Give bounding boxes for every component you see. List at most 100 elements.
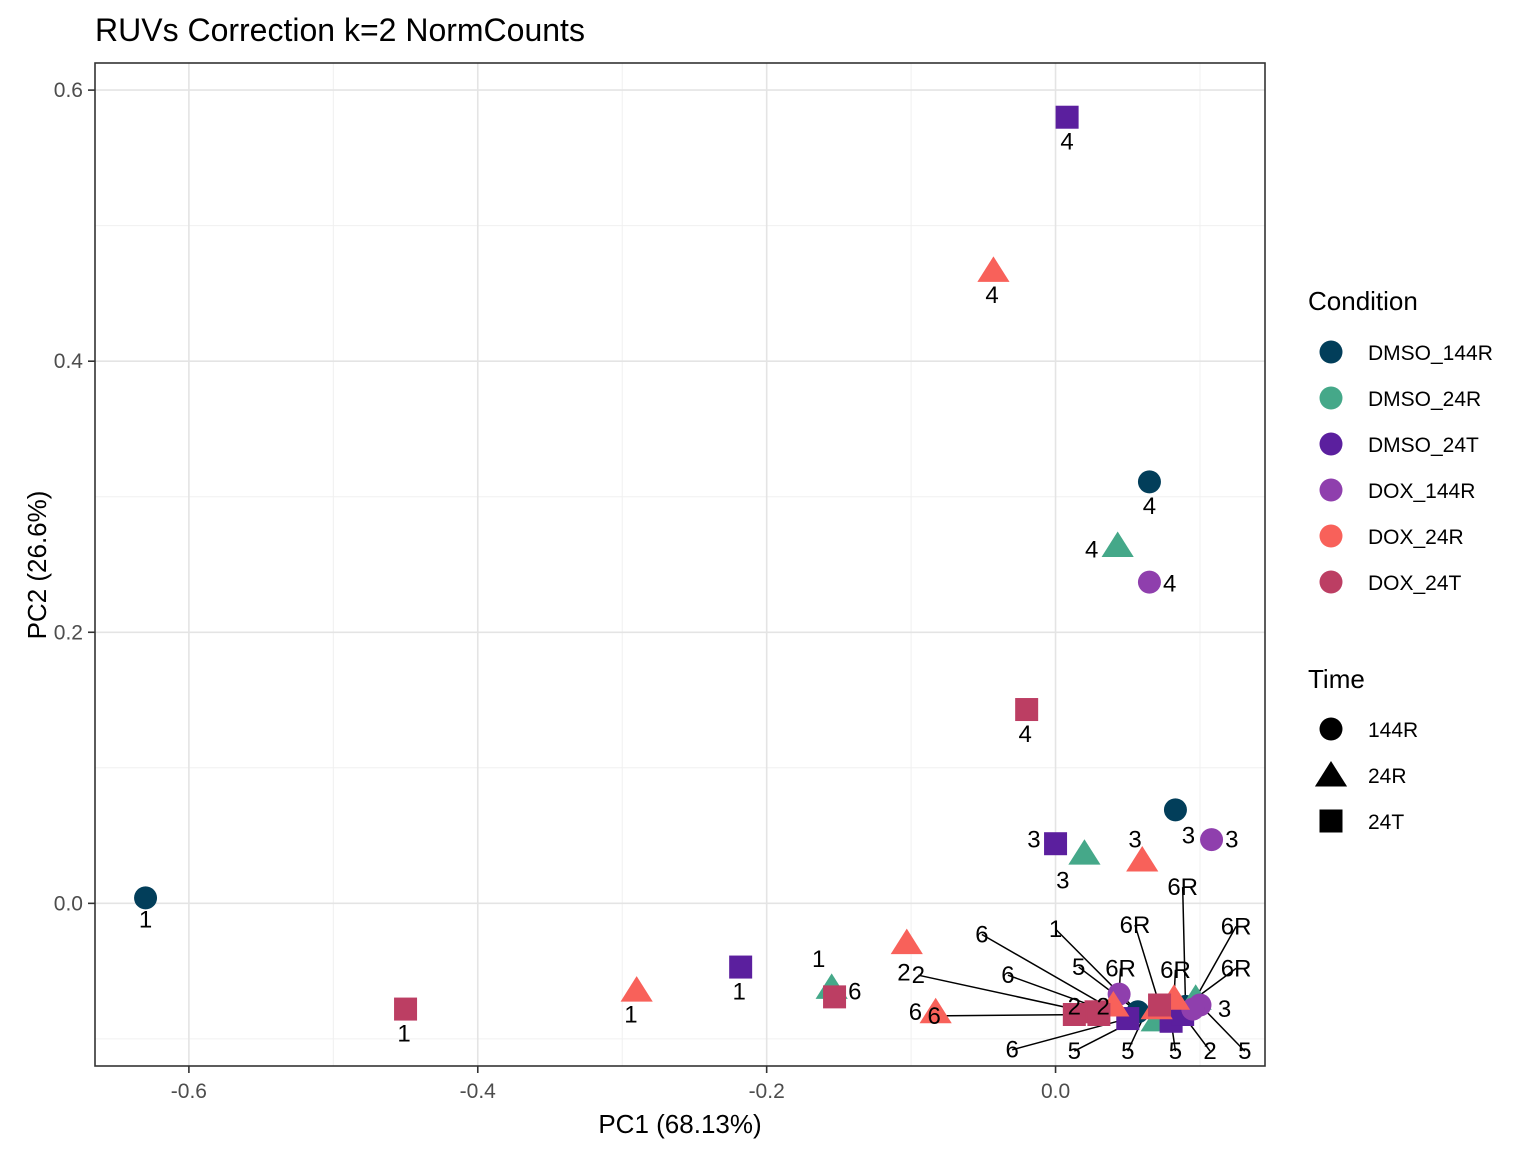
point-dox-24r-24r-4 (977, 256, 1010, 282)
label-segment (1078, 966, 1139, 1013)
point-dmso-24t-24t-1 (729, 955, 753, 979)
y-tick-label: 0.2 (54, 621, 83, 644)
y-tick-label: 0.4 (54, 350, 84, 373)
point-dox-144r-144r-4 (1137, 570, 1161, 594)
legend-key-dox-144r (1319, 478, 1343, 502)
point-label: 1 (624, 1001, 637, 1028)
point-label: 2 (912, 962, 925, 989)
point-dmso-24r-24r-3 (1068, 839, 1101, 865)
legend-key-dmso-24r (1319, 386, 1343, 410)
point-label: 6 (848, 978, 861, 1005)
point-dox-24t-24t-4 (1015, 698, 1039, 722)
label-segment (1195, 926, 1237, 999)
legend-condition-title: Condition (1308, 286, 1418, 316)
legend-label-dox-24t: DOX_24T (1368, 572, 1462, 595)
legend-key-144r (1319, 717, 1343, 741)
point-label: 3 (1225, 827, 1238, 854)
point-label: 2 (1203, 1038, 1216, 1065)
point-label: 6 (1006, 1037, 1019, 1064)
point-dox-24r-24r-3 (1126, 845, 1159, 872)
point-label: 6 (928, 1003, 941, 1030)
point-label: 5 (1169, 1038, 1182, 1065)
y-axis-label: PC2 (26.6%) (22, 491, 52, 640)
x-tick-label: -0.2 (749, 1080, 785, 1103)
legend-conditions: DMSO_144R DMSO_24R DMSO_24T DOX_144R DOX_24R… (1319, 340, 1493, 595)
point-dox-144r-144r-3 (1181, 997, 1205, 1021)
point-label: 6R (1120, 912, 1151, 939)
data-points (134, 105, 1224, 1033)
point-dox-24t-24t-1 (394, 997, 418, 1021)
y-tick-label: 0.6 (54, 79, 83, 102)
point-dmso-144r-144r-3 (1163, 798, 1187, 822)
point-dmso-144r-144r-4 (1137, 470, 1161, 494)
legend-key-dmso-144r (1319, 340, 1343, 364)
point-dmso-24t-24t-3 (1044, 832, 1068, 856)
legend-label-dmso-24r: DMSO_24R (1368, 388, 1481, 411)
point-label: 3 (1128, 827, 1141, 854)
x-tick-label: -0.4 (460, 1080, 497, 1103)
point-label: 6R (1221, 913, 1252, 940)
x-axis-label: PC1 (68.13%) (598, 1109, 761, 1139)
point-label: 6R (1105, 955, 1136, 982)
legend-key-24t (1319, 809, 1343, 833)
panel-border (94, 62, 1266, 1067)
point-label: 2 (897, 959, 910, 986)
legend-label-dox-24r: DOX_24R (1368, 526, 1464, 549)
point-label: 2 (1097, 993, 1110, 1020)
point-label: 3 (1182, 823, 1195, 850)
point-label: 5 (1238, 1038, 1251, 1065)
point-label: 6R (1160, 957, 1191, 984)
point-label: 4 (1143, 493, 1156, 520)
point-label: 2 (1068, 993, 1081, 1020)
axis-ticks: -0.6 -0.4 -0.2 0.0 0.0 0.2 0.4 0.6 (54, 79, 1070, 1103)
legend-label-dox-144r: DOX_144R (1368, 480, 1475, 503)
point-dox-24t-24t-6 (1087, 1002, 1111, 1026)
legend-label-144r: 144R (1368, 719, 1418, 742)
legend: Condition DMSO_144R DMSO_24R DMSO_24T DOX_1… (1308, 286, 1493, 834)
point-label: 6 (909, 999, 922, 1026)
label-segment (1195, 967, 1237, 999)
point-label: 6R (1167, 874, 1198, 901)
point-label: 5 (1121, 1038, 1134, 1065)
legend-key-dmso-24t (1319, 432, 1343, 456)
point-label: 4 (1060, 129, 1073, 156)
legend-times: 144R 24R 24T (1314, 717, 1418, 834)
point-label: 6 (1001, 962, 1014, 989)
legend-label-dmso-24t: DMSO_24T (1368, 434, 1479, 457)
point-label: 1 (397, 1020, 410, 1047)
point-dox-24r-24r-2 (890, 928, 923, 955)
point-dox-24t-24t-6r (1148, 993, 1172, 1017)
x-tick-label: -0.6 (171, 1080, 207, 1103)
point-label: 6 (975, 922, 988, 949)
y-tick-label: 0.0 (54, 892, 83, 915)
point-dmso-144r-144r-1 (134, 886, 158, 910)
point-label: 3 (1027, 827, 1040, 854)
legend-key-24r (1314, 761, 1348, 787)
grid (95, 63, 1265, 1066)
point-label: 3 (1218, 996, 1231, 1023)
label-segment (1127, 1019, 1143, 1052)
point-label: 6R (1221, 955, 1252, 982)
point-dox-24r-24r-1 (620, 976, 653, 1002)
point-label: 1 (139, 907, 152, 934)
point-label: 1 (812, 946, 825, 973)
chart-title: RUVs Correction k=2 NormCounts (95, 12, 585, 48)
point-label: 4 (985, 282, 998, 309)
legend-key-dox-24t (1319, 570, 1343, 594)
point-dox-24r-24r-6 (919, 997, 952, 1024)
point-dox-24t-24t-2 (1062, 1002, 1086, 1026)
legend-time-title: Time (1308, 664, 1365, 694)
legend-label-24r: 24R (1368, 765, 1407, 788)
point-label: 4 (1019, 721, 1032, 748)
point-dox-144r-144r-3 (1200, 828, 1224, 852)
point-label: 4 (1085, 537, 1098, 564)
label-segment (1181, 887, 1187, 1007)
point-label: 5 (1068, 1038, 1081, 1065)
label-segment (1134, 924, 1161, 1006)
point-label: 3 (1056, 867, 1069, 894)
legend-label-dmso-144r: DMSO_144R (1368, 342, 1493, 365)
point-label: 1 (1049, 916, 1062, 943)
